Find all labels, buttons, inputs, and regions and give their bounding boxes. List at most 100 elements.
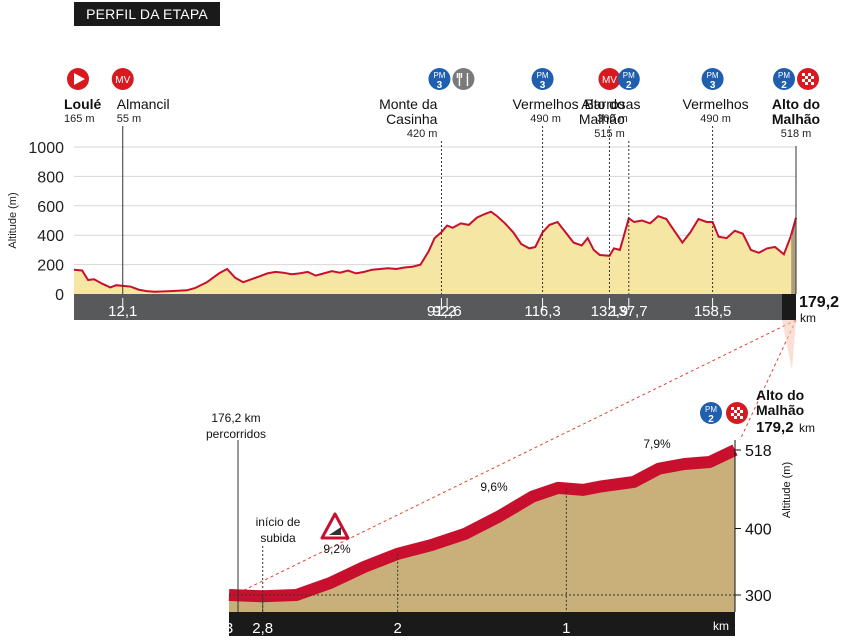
pm-badge-category: 2 (708, 414, 714, 425)
pm-badge-icon (700, 402, 722, 424)
climb-finish-name: Malhão (756, 402, 804, 418)
finish-km-label: 179,2 (799, 294, 839, 311)
point-name: Malhão (772, 111, 820, 127)
pm-badge-category: 2 (626, 80, 632, 91)
y-tick-label: 400 (37, 228, 64, 245)
y-tick-label: 600 (37, 199, 64, 216)
start-arrow-icon (74, 73, 85, 85)
climb-detail: 300 400 518 Altitude (m) 3 2,8 2 1 km 176,2 km per… (206, 387, 815, 637)
y-tick-label: 0 (55, 287, 64, 304)
pm-badge-text: PM (623, 71, 635, 80)
feed-zone-icon (452, 68, 475, 90)
km-mark-label: 92,6 (432, 303, 461, 320)
km-mark-label: 137,7 (610, 303, 648, 320)
pm-badge-icon (531, 68, 554, 90)
pm-badge-icon (428, 68, 451, 90)
point-altitude: 518 m (781, 128, 812, 140)
checker-square (731, 407, 734, 410)
gradient-label: 9,2% (323, 542, 351, 556)
gradient-label: 9,6% (480, 480, 508, 494)
pm-badge-text: PM (707, 71, 719, 80)
climb-x-tick-label: 1 (562, 620, 570, 637)
km-mark-label: 91,2 (427, 303, 456, 320)
pm-badge-category: 3 (540, 80, 546, 91)
checker-square (802, 73, 805, 76)
km-mark-label: 116,3 (524, 303, 560, 320)
mv-badge-text: MV (602, 75, 617, 86)
checker-square (740, 416, 743, 419)
point-name: Barrosas (584, 96, 640, 112)
y-axis-label: Altitude (m) (7, 192, 19, 248)
y-tick-label: 400 (745, 521, 772, 538)
climb-start-label: início de (256, 515, 301, 529)
final-climb-line (790, 217, 797, 236)
checker-square (737, 407, 740, 410)
point-name: Vermelhos (683, 96, 749, 112)
pm-badge-icon (773, 68, 795, 90)
main-profile: 0 200 400 600 800 1000 Altitude (m) 12,1 91,292,… (7, 68, 839, 597)
pm-badge-category: 2 (781, 80, 787, 91)
checker-square (734, 416, 737, 419)
point-name: Vermelhos (512, 96, 578, 112)
checker-square (740, 410, 743, 413)
climb-x-tick-label: 2 (393, 620, 401, 637)
climb-x-tick-label: 3 (225, 620, 233, 637)
y-tick-label: 300 (745, 588, 772, 605)
pm-badge-icon (701, 68, 724, 90)
profile-line (73, 210, 797, 293)
climb-y-axis-label: Altitude (m) (781, 462, 793, 518)
point-name: Casinha (386, 111, 438, 127)
checker-square (811, 76, 814, 79)
zoom-wedge (782, 320, 796, 370)
finish-km-unit: km (800, 311, 816, 325)
checker-square (731, 413, 734, 416)
point-altitude: 420 m (407, 128, 438, 140)
point-name: Alto do (772, 96, 820, 112)
climb-km-bar (229, 612, 735, 636)
climb-line (228, 444, 738, 603)
point-altitude: 490 m (700, 113, 731, 125)
climb-start-label: subida (260, 531, 296, 545)
point-name: Loulé (64, 96, 102, 112)
point-altitude: 300 m (597, 113, 628, 125)
pm-badge-text: PM (778, 71, 790, 80)
km-mark-label: 12,1 (108, 303, 137, 320)
profile-area (74, 211, 796, 294)
checker-square (808, 73, 811, 76)
mv-badge-text: MV (115, 75, 130, 86)
pm-badge-text: PM (705, 405, 717, 414)
point-altitude: 55 m (117, 113, 141, 125)
checker-square (811, 82, 814, 85)
point-name: Alto do (581, 96, 625, 112)
final-climb-area (791, 217, 796, 294)
y-tick-label: 200 (37, 258, 64, 275)
pm-badge-category: 3 (437, 80, 443, 91)
climb-finish-name: Alto do (756, 387, 804, 403)
checker-square (737, 413, 740, 416)
pm-badge-category: 3 (710, 80, 716, 91)
gradient-label: 7,9% (643, 437, 671, 451)
y-tick-label: 1000 (28, 140, 64, 157)
steep-warning-icon (320, 512, 350, 540)
mv-badge-icon (598, 68, 621, 90)
checker-square (802, 79, 805, 82)
point-altitude: 165 m (64, 113, 95, 125)
climb-x-tick-label: 2,8 (252, 620, 273, 637)
y-tick-label: 518 (745, 443, 772, 460)
climb-km-unit: km (713, 619, 729, 633)
point-altitude: 490 m (530, 113, 561, 125)
mv-badge-icon (111, 68, 134, 90)
checker-square (805, 82, 808, 85)
pm-badge-icon (617, 68, 640, 90)
point-altitude: 515 m (594, 128, 625, 140)
point-name: Almancil (117, 96, 170, 112)
checker-square (808, 79, 811, 82)
point-name: Monte da (379, 96, 438, 112)
